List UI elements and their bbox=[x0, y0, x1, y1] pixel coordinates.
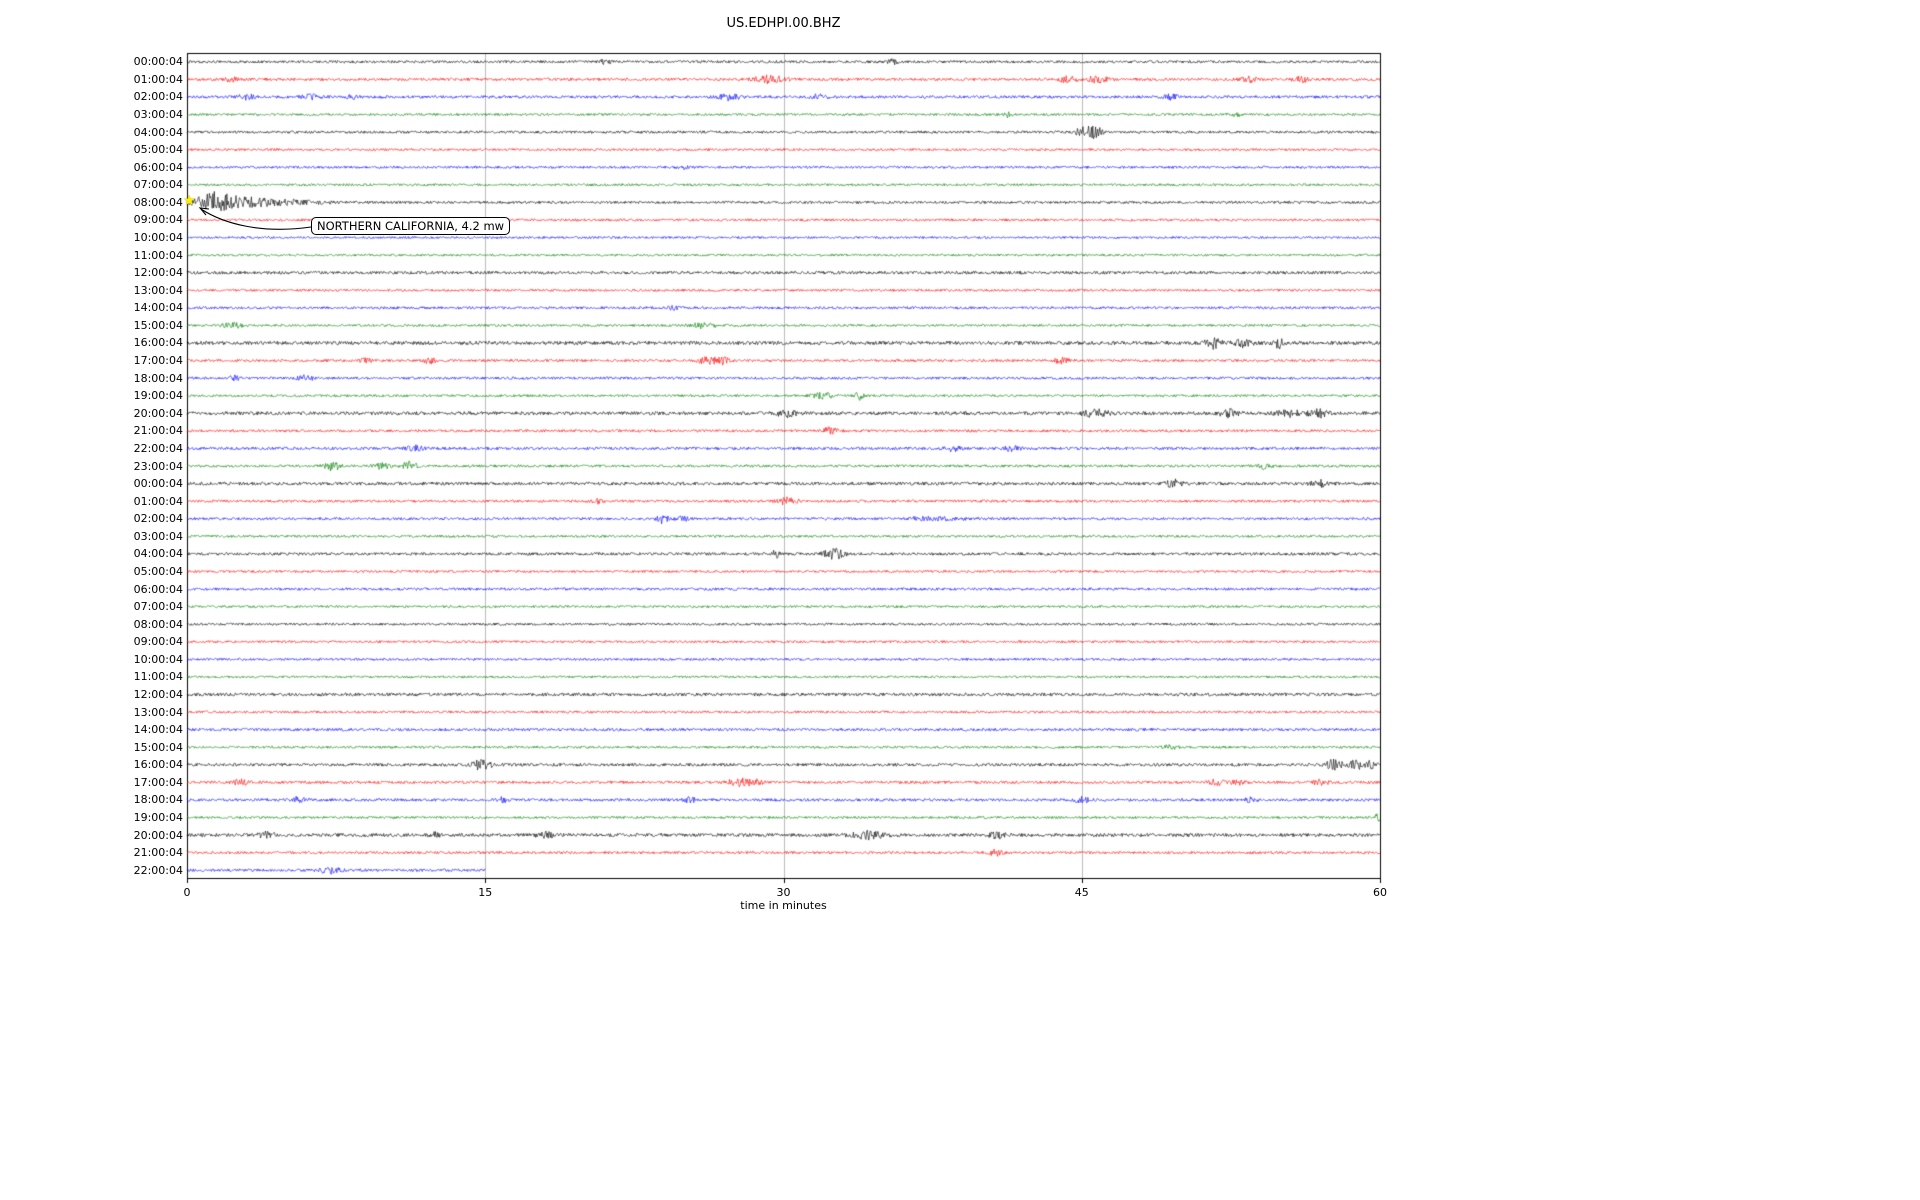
plot-title: US.EDHPI.00.BHZ bbox=[726, 16, 841, 31]
x-axis-label: time in minutes bbox=[740, 899, 827, 912]
event-annotation: NORTHERN CALIFORNIA, 4.2 mw bbox=[311, 217, 511, 235]
event-star-icon: ★ bbox=[183, 193, 196, 209]
